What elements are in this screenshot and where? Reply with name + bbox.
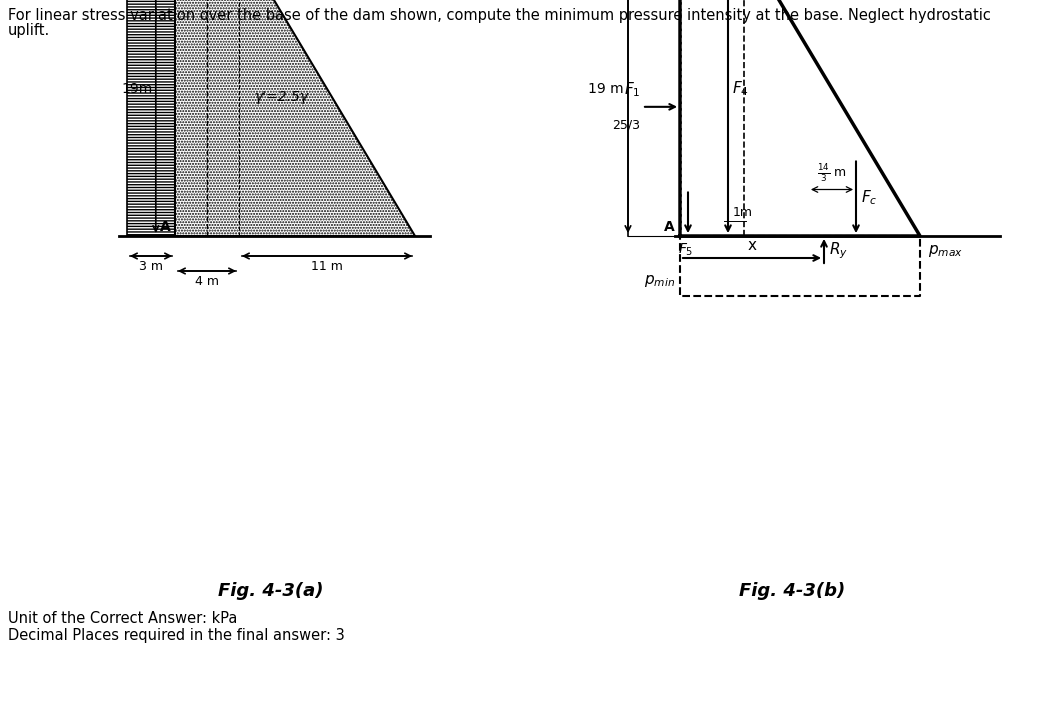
Text: Fig. 4-3(a): Fig. 4-3(a) — [219, 582, 324, 600]
Text: $F_4$: $F_4$ — [732, 79, 749, 98]
Text: Fig. 4-3(b): Fig. 4-3(b) — [738, 582, 846, 600]
Text: γ'=2.5γ: γ'=2.5γ — [255, 89, 309, 104]
Text: A: A — [160, 220, 171, 234]
Text: Decimal Places required in the final answer: 3: Decimal Places required in the final ans… — [8, 628, 345, 643]
Text: $p_{max}$: $p_{max}$ — [928, 243, 963, 259]
Polygon shape — [175, 0, 415, 236]
Text: $R_y$: $R_y$ — [829, 241, 848, 261]
Text: 25/3: 25/3 — [612, 119, 640, 132]
Polygon shape — [127, 0, 175, 236]
Text: 11 m: 11 m — [311, 260, 343, 273]
Text: uplift.: uplift. — [8, 23, 50, 38]
Text: 3 m: 3 m — [139, 260, 163, 273]
Text: $F_1$: $F_1$ — [624, 80, 640, 99]
Text: $\frac{14}{3}$ m: $\frac{14}{3}$ m — [817, 163, 847, 184]
Text: 19 m: 19 m — [589, 82, 624, 96]
Text: 1m: 1m — [733, 206, 753, 219]
Text: $F_5$: $F_5$ — [678, 242, 694, 258]
Text: $F_c$: $F_c$ — [860, 188, 877, 207]
Text: For linear stress variation over the base of the dam shown, compute the minimum : For linear stress variation over the bas… — [8, 8, 991, 23]
Text: 19m: 19m — [122, 82, 153, 96]
Text: Unit of the Correct Answer: kPa: Unit of the Correct Answer: kPa — [8, 611, 238, 626]
Text: x: x — [748, 238, 756, 253]
Text: A: A — [664, 220, 675, 234]
Text: $p_{min}$: $p_{min}$ — [644, 273, 675, 289]
Text: 4 m: 4 m — [195, 275, 219, 288]
